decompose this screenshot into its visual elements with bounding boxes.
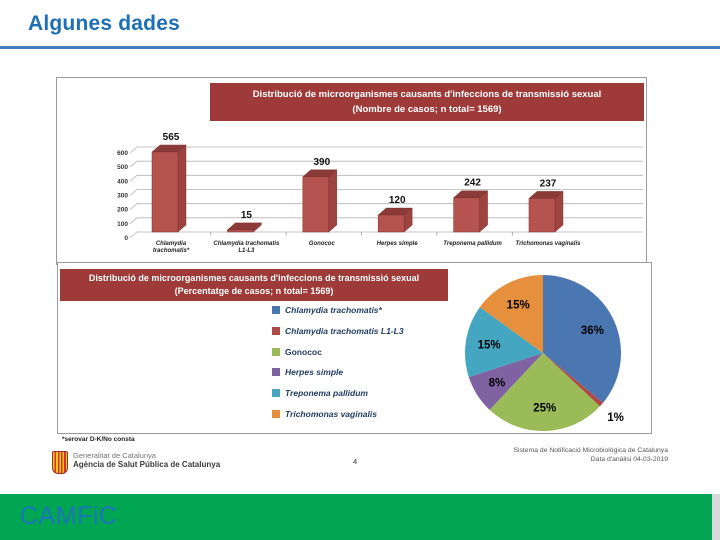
bar-chart-title-line2: (Nombre de casos; n total= 1569)	[352, 104, 502, 115]
y-tick-label-600: 600	[117, 150, 128, 157]
legend-item-gonococ: Gonococ	[272, 347, 322, 357]
x-category-label-herpes-simple: Herpes simple	[377, 241, 419, 247]
legend-item-chlamydia-trachomatis-l1-l3: Chlamydia trachomatis L1-L3	[272, 326, 404, 336]
pie-slice-label-trichomonas-vaginalis: 15%	[507, 299, 530, 311]
bottom-right-gray-strip	[712, 494, 720, 540]
pie-slice-label-chlamydia-trachomatis: 36%	[581, 325, 604, 337]
bar-front-face	[151, 151, 179, 233]
y-tick-label-300: 300	[117, 193, 128, 200]
bar-front-face	[377, 214, 405, 233]
legend-label: Chlamydia trachomatis L1-L3	[285, 325, 404, 336]
pie-slice-herpes-simple	[468, 353, 543, 410]
org-block: Generalitat de Catalunya Agència de Salu…	[52, 451, 220, 474]
pie-slice-label-treponema-pallidum: 15%	[478, 340, 501, 352]
axis-depth-tick-500	[129, 160, 138, 168]
y-tick-label-400: 400	[117, 178, 128, 185]
bar-chart-title: Distribució de microorganismes causants …	[210, 83, 644, 121]
brand-bar: CAMFiC	[0, 494, 712, 540]
bar-value-label-herpes-simple: 120	[389, 195, 406, 206]
legend-swatch-icon	[272, 410, 280, 418]
x-category-label-chlamydia-trachomatis-l1-l3: L1-L3	[238, 248, 255, 254]
x-category-label-treponema-pallidum: Treponema pallidum	[443, 241, 502, 247]
bar-side-face	[177, 144, 187, 233]
pie-slice-chlamydia-trachomatis	[543, 275, 622, 403]
bar-value-label-trichomonas-vaginalis: 237	[540, 178, 557, 189]
legend-label: Treponema pallidum	[285, 388, 368, 399]
y-tick-label-200: 200	[117, 207, 128, 214]
pie-chart-title-line2: (Percentatge de casos; n total= 1569)	[174, 286, 334, 296]
y-tick-label-0: 0	[124, 235, 128, 242]
bar-front-face	[227, 229, 254, 233]
axis-depth-tick-100	[129, 217, 138, 225]
bar-chlamydia-trachomatis-l1-l3	[226, 222, 262, 233]
source-line2: Data d'anàlisi 04-03-2019	[590, 456, 668, 463]
legend-swatch-icon	[272, 347, 280, 356]
legend-item-trichomonas-vaginalis: Trichomonas vaginalis	[272, 409, 377, 419]
bar-chart-title-line1: Distribució de microorganismes causants …	[252, 89, 602, 100]
bar-chart-panel: Distribució de microorganismes causants …	[56, 77, 647, 265]
source-block: Sistema de Notificació Microbiològica de…	[513, 446, 668, 464]
axis-depth-tick-600	[129, 146, 138, 154]
axis-depth-tick-200	[129, 203, 138, 210]
bar-value-label-chlamydia-trachomatis-l1-l3: 15	[241, 210, 253, 221]
agency-name: Agència de Salut Pública de Catalunya	[73, 460, 221, 469]
legend-swatch-icon	[272, 306, 280, 314]
pie-chart: 36% 1% 25% 8% 15% 15%	[465, 275, 624, 431]
source-line1: Sistema de Notificació Microbiològica de…	[513, 447, 668, 454]
axis-depth-tick-0	[129, 231, 138, 239]
legend-label: Gonococ	[285, 346, 322, 357]
x-category-label-gonococ: Gonococ	[309, 241, 336, 247]
bar-gonococ	[302, 169, 338, 233]
bar-value-label-chlamydia-trachomatis: 565	[163, 132, 180, 143]
header-divider	[0, 46, 720, 49]
legend-swatch-icon	[272, 326, 280, 335]
bar-value-label-gonococ: 390	[313, 157, 330, 168]
bar-value-label-treponema-pallidum: 242	[464, 178, 481, 189]
bar-trichomonas-vaginalis	[528, 190, 564, 233]
bar-side-face	[328, 169, 337, 233]
legend-label: Herpes simple	[285, 367, 344, 378]
axis-depth-tick-300	[129, 189, 138, 196]
legend-label: Trichomonas vaginalis	[285, 409, 377, 419]
bar-front-face	[528, 198, 556, 233]
legend-swatch-icon	[272, 389, 280, 398]
generalitat-logo-icon	[52, 451, 68, 474]
bar-front-face	[453, 197, 480, 233]
pie-slice-treponema-pallidum	[465, 307, 543, 378]
pie-slice-trichomonas-vaginalis	[479, 275, 543, 353]
pie-chart-title: Distribució de microorganismes causants …	[60, 269, 448, 301]
legend-label: Chlamydia trachomatis*	[285, 305, 382, 315]
org-text: Generalitat de Catalunya Agència de Salu…	[73, 451, 220, 470]
x-category-label-chlamydia-trachomatis: trachomatis*	[153, 248, 190, 254]
pie-slice-label-gonococ: 25%	[533, 403, 556, 415]
legend-item-treponema-pallidum: Treponema pallidum	[272, 388, 368, 398]
pie-slice-chlamydia-trachomatis-l1-l3	[543, 353, 604, 407]
legend-item-herpes-simple: Herpes simple	[272, 367, 343, 377]
org-name: Generalitat de Catalunya	[73, 451, 156, 460]
pie-slice-label-herpes-simple: 8%	[489, 377, 506, 389]
pie-legend: Chlamydia trachomatis* Chlamydia trachoma…	[272, 305, 502, 429]
bar-chart: 0 100 200 300 400 500 600 565 Chlamydiatrachomat…	[117, 132, 643, 254]
bar-chlamydia-trachomatis	[151, 144, 187, 233]
legend-item-chlamydia-trachomatis: Chlamydia trachomatis*	[272, 305, 382, 315]
brand-logo-text: CAMFiC	[20, 502, 118, 530]
bar-herpes-simple	[377, 207, 413, 233]
pie-chart-panel: 36% 1% 25% 8% 15% 15% Distribució de microorg…	[57, 262, 652, 434]
y-tick-label-500: 500	[117, 164, 128, 171]
x-category-label-trichomonas-vaginalis: Trichomonas vaginalis	[516, 241, 582, 247]
footnote: *serovar D-K/No consta	[62, 436, 135, 443]
axis-depth-tick-400	[129, 175, 138, 182]
bar-treponema-pallidum	[453, 190, 489, 233]
legend-swatch-icon	[272, 368, 280, 377]
slide-page-number: 4	[353, 457, 358, 466]
bar-front-face	[302, 176, 330, 233]
y-tick-label-100: 100	[117, 221, 128, 228]
pie-slice-gonococ	[489, 353, 600, 431]
pie-slice-label-chlamydia-trachomatis-l1-l3: 1%	[607, 412, 624, 424]
pie-chart-title-line1: Distribució de microorganismes causants …	[88, 273, 420, 283]
x-category-label-chlamydia-trachomatis-l1-l3: Chlamydia trachomatis	[213, 241, 280, 247]
page-title: Algunes dades	[28, 12, 180, 35]
x-category-label-chlamydia-trachomatis: Chlamydia	[156, 241, 187, 247]
